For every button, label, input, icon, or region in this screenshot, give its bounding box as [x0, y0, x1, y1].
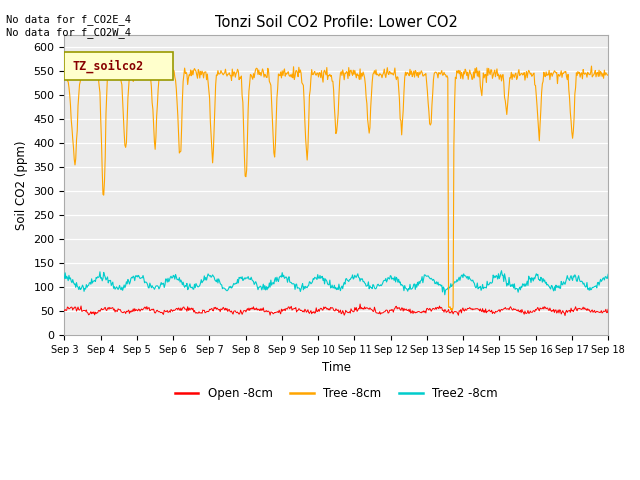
Text: TZ_soilco2: TZ_soilco2 [72, 60, 144, 73]
Y-axis label: Soil CO2 (ppm): Soil CO2 (ppm) [15, 141, 28, 230]
FancyBboxPatch shape [65, 52, 173, 80]
Legend: Open -8cm, Tree -8cm, Tree2 -8cm: Open -8cm, Tree -8cm, Tree2 -8cm [170, 382, 502, 404]
X-axis label: Time: Time [322, 360, 351, 373]
Title: Tonzi Soil CO2 Profile: Lower CO2: Tonzi Soil CO2 Profile: Lower CO2 [215, 15, 458, 30]
Text: No data for f_CO2E_4
No data for f_CO2W_4: No data for f_CO2E_4 No data for f_CO2W_… [6, 14, 131, 38]
